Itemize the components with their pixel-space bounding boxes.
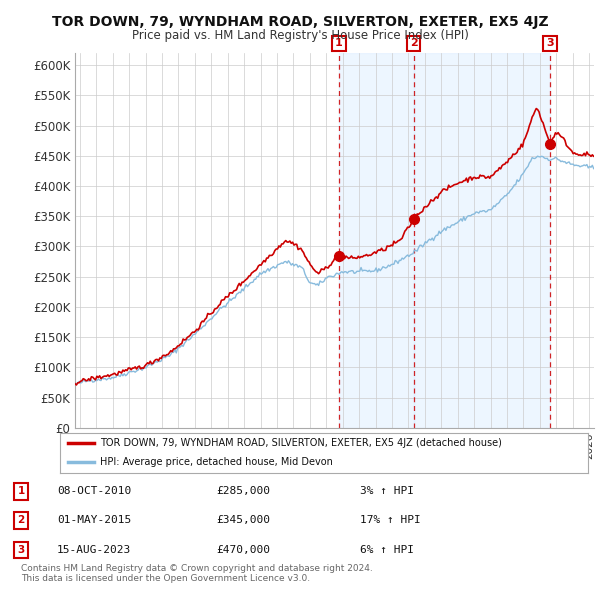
Text: 3% ↑ HPI: 3% ↑ HPI (360, 487, 414, 496)
Text: Price paid vs. HM Land Registry's House Price Index (HPI): Price paid vs. HM Land Registry's House … (131, 30, 469, 42)
Text: 17% ↑ HPI: 17% ↑ HPI (360, 516, 421, 525)
Text: Contains HM Land Registry data © Crown copyright and database right 2024.
This d: Contains HM Land Registry data © Crown c… (21, 563, 373, 583)
Text: £470,000: £470,000 (216, 545, 270, 555)
Text: 1: 1 (335, 38, 343, 48)
Text: £285,000: £285,000 (216, 487, 270, 496)
Text: 2: 2 (410, 38, 418, 48)
Text: TOR DOWN, 79, WYNDHAM ROAD, SILVERTON, EXETER, EX5 4JZ (detached house): TOR DOWN, 79, WYNDHAM ROAD, SILVERTON, E… (100, 438, 502, 448)
Text: 15-AUG-2023: 15-AUG-2023 (57, 545, 131, 555)
Bar (339, 53, 414, 428)
Text: 01-MAY-2015: 01-MAY-2015 (57, 516, 131, 525)
Text: £345,000: £345,000 (216, 516, 270, 525)
Bar (414, 53, 550, 428)
Text: TOR DOWN, 79, WYNDHAM ROAD, SILVERTON, EXETER, EX5 4JZ: TOR DOWN, 79, WYNDHAM ROAD, SILVERTON, E… (52, 15, 548, 29)
Text: HPI: Average price, detached house, Mid Devon: HPI: Average price, detached house, Mid … (100, 457, 332, 467)
Text: 1: 1 (17, 487, 25, 496)
Text: 3: 3 (17, 545, 25, 555)
Text: 2: 2 (17, 516, 25, 525)
Text: 08-OCT-2010: 08-OCT-2010 (57, 487, 131, 496)
Text: 3: 3 (546, 38, 554, 48)
Text: 6% ↑ HPI: 6% ↑ HPI (360, 545, 414, 555)
